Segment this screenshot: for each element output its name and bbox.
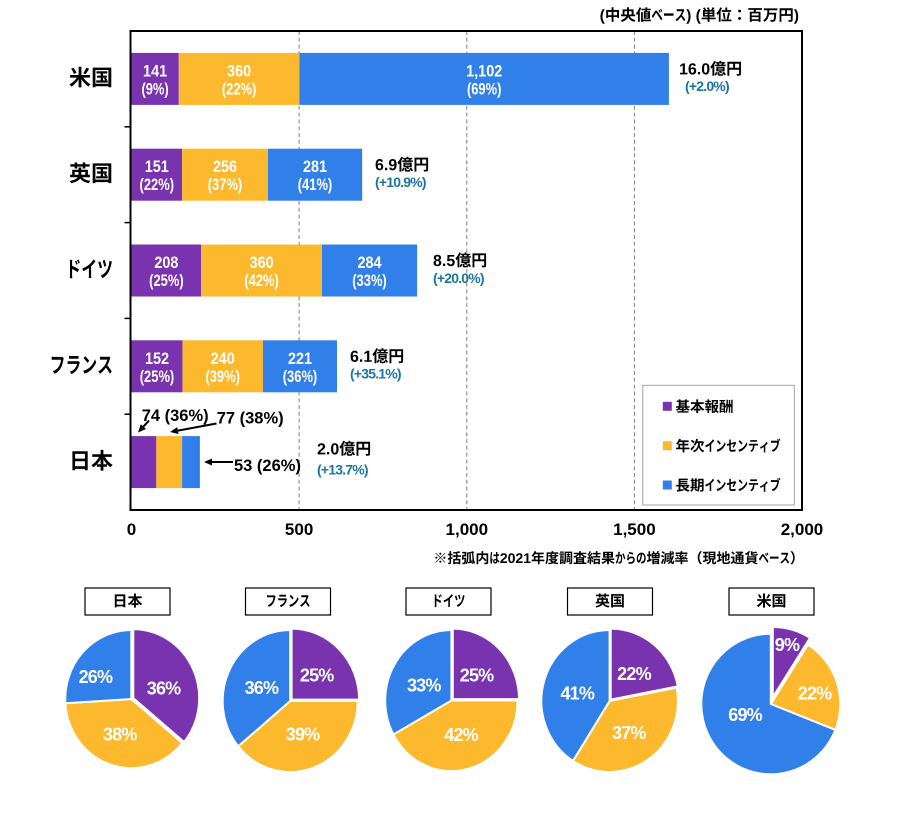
svg-text:9%: 9% — [775, 635, 800, 655]
svg-text:(69%): (69%) — [467, 79, 502, 98]
svg-text:(37%): (37%) — [208, 175, 243, 194]
svg-text:500: 500 — [285, 520, 313, 539]
svg-text:(9%): (9%) — [141, 79, 168, 98]
svg-text:(+13.7%): (+13.7%) — [317, 461, 368, 477]
svg-text:(25%): (25%) — [149, 271, 184, 290]
svg-text:(36%): (36%) — [283, 367, 318, 386]
svg-text:38%: 38% — [103, 725, 137, 745]
svg-text:1,500: 1,500 — [613, 520, 656, 539]
svg-text:(+2.0%): (+2.0%) — [685, 78, 729, 94]
svg-text:141: 141 — [143, 61, 167, 80]
svg-text:(+20.0%): (+20.0%) — [433, 270, 484, 286]
svg-text:42%: 42% — [444, 725, 478, 745]
svg-text:1,000: 1,000 — [446, 520, 489, 539]
svg-text:25%: 25% — [460, 665, 494, 685]
svg-text:36%: 36% — [245, 678, 279, 698]
svg-text:53 (26%): 53 (26%) — [234, 457, 301, 475]
svg-text:36%: 36% — [147, 679, 181, 699]
svg-text:208: 208 — [154, 253, 178, 272]
svg-text:360: 360 — [250, 253, 274, 272]
svg-text:(39%): (39%) — [205, 367, 240, 386]
svg-text:22%: 22% — [617, 664, 651, 684]
svg-text:(33%): (33%) — [352, 271, 387, 290]
svg-text:(25%): (25%) — [140, 367, 175, 386]
svg-text:22%: 22% — [798, 683, 832, 703]
svg-text:(+10.9%): (+10.9%) — [375, 174, 426, 190]
svg-text:77 (38%): 77 (38%) — [217, 410, 284, 428]
svg-text:240: 240 — [211, 349, 235, 368]
svg-text:26%: 26% — [79, 667, 113, 687]
svg-text:(22%): (22%) — [140, 175, 175, 194]
svg-text:33%: 33% — [407, 676, 441, 696]
svg-text:281: 281 — [303, 157, 327, 176]
svg-text:0: 0 — [127, 520, 136, 539]
svg-text:1,102: 1,102 — [466, 61, 502, 80]
svg-text:25%: 25% — [300, 665, 334, 685]
svg-text:(42%): (42%) — [244, 271, 279, 290]
svg-text:221: 221 — [288, 349, 312, 368]
svg-text:(+35.1%): (+35.1%) — [350, 366, 401, 382]
svg-text:2,000: 2,000 — [781, 520, 824, 539]
svg-text:152: 152 — [145, 349, 169, 368]
svg-text:284: 284 — [357, 253, 382, 272]
svg-text:39%: 39% — [286, 725, 320, 745]
svg-text:41%: 41% — [560, 683, 594, 703]
svg-text:37%: 37% — [612, 723, 646, 743]
svg-text:74 (36%): 74 (36%) — [142, 407, 209, 425]
svg-text:151: 151 — [145, 157, 169, 176]
svg-text:360: 360 — [227, 61, 251, 80]
svg-text:(22%): (22%) — [222, 79, 257, 98]
svg-text:69%: 69% — [728, 705, 762, 725]
svg-text:256: 256 — [213, 157, 237, 176]
svg-text:(41%): (41%) — [298, 175, 333, 194]
